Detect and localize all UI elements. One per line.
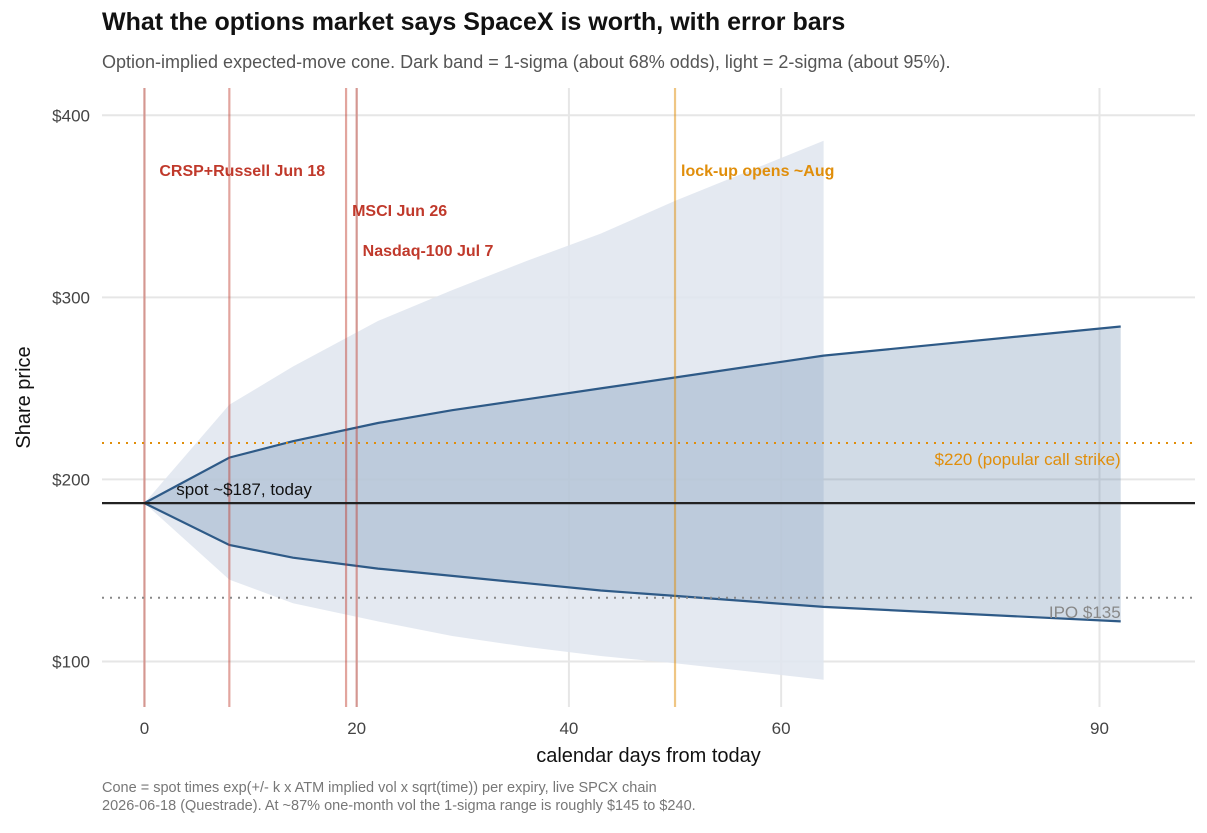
axes: $100 $200 $300 $400 0 20 40 60 90 [52, 106, 1109, 738]
options-cone-chart: CRSP+Russell Jun 18 MSCI Jun 26 Nasdaq-100… [13, 88, 1195, 767]
band-1sigma-upper-line [143, 325, 1121, 505]
reference-lines: $220 (popular call strike) IPO $135 spot ~… [102, 442, 1195, 622]
strike-reference-label: $220 (popular call strike) [935, 450, 1121, 469]
spot-label: spot ~$187, today [176, 480, 312, 499]
band-2sigma [144, 140, 824, 680]
y-tick-label: $400 [52, 106, 90, 125]
chart-caption: Cone = spot times exp(+/- k x ATM implie… [102, 779, 696, 815]
band-1sigma-lower-line [143, 502, 1121, 623]
y-tick-label: $200 [52, 470, 90, 489]
event-label: Nasdaq-100 Jul 7 [363, 243, 494, 260]
chart-subtitle: Option-implied expected-move cone. Dark … [102, 52, 951, 72]
x-tick-label: 40 [559, 719, 578, 738]
sigma-bands [143, 140, 1121, 680]
event-label: lock-up opens ~Aug [681, 163, 834, 180]
event-label: CRSP+Russell Jun 18 [159, 163, 325, 180]
caption-line-1: Cone = spot times exp(+/- k x ATM implie… [102, 780, 657, 796]
x-tick-label: 20 [347, 719, 366, 738]
chart-title: What the options market says SpaceX is w… [102, 8, 846, 36]
y-axis-title: Share price [13, 346, 35, 448]
caption-line-2: 2026-06-18 (Questrade). At ~87% one-mont… [102, 798, 696, 814]
x-tick-label: 90 [1090, 719, 1109, 738]
band-1sigma [144, 326, 1121, 622]
x-tick-label: 60 [772, 719, 791, 738]
y-tick-label: $300 [52, 288, 90, 307]
y-tick-label: $100 [52, 652, 90, 671]
x-axis-title: calendar days from today [536, 745, 761, 767]
event-lines: CRSP+Russell Jun 18 MSCI Jun 26 Nasdaq-100… [143, 88, 834, 707]
x-tick-label: 0 [140, 719, 149, 738]
event-label: MSCI Jun 26 [352, 203, 447, 220]
ipo-reference-label: IPO $135 [1049, 603, 1121, 622]
